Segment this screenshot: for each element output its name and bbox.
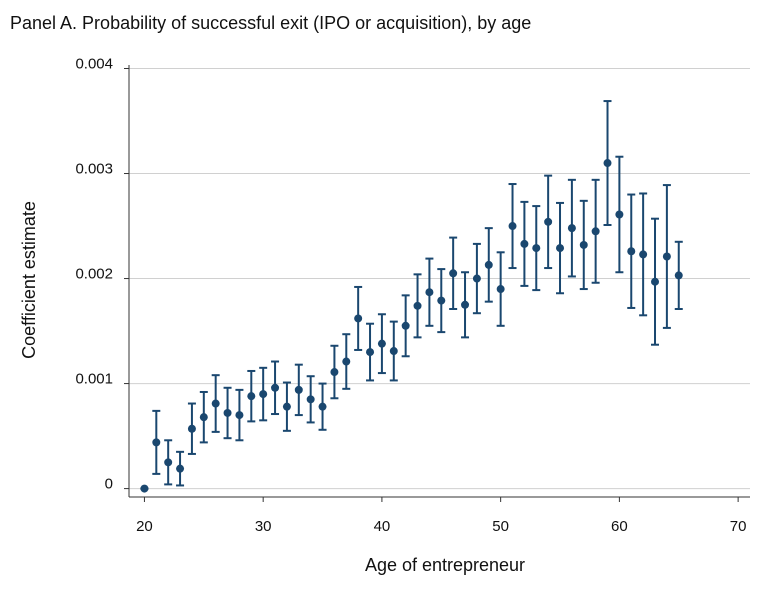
point [449,269,458,278]
point [496,285,505,294]
point [662,252,671,261]
point [377,339,386,348]
x-axis-label: Age of entrepreneur [365,555,525,575]
point [567,224,576,233]
point [140,484,149,493]
point [259,390,268,399]
point [413,301,422,310]
chart-title: Panel A. Probability of successful exit … [10,13,531,33]
y-tick-label: 0 [105,476,113,493]
point [318,402,327,411]
point [520,239,529,248]
x-tick-label: 70 [730,518,747,535]
point [282,402,291,411]
point [330,368,339,377]
point [508,222,517,231]
point [247,392,256,401]
point [389,347,398,356]
point [674,271,683,280]
point [639,250,648,259]
point [152,438,161,447]
point [401,321,410,330]
x-tick-label: 30 [255,518,272,535]
point [223,408,232,417]
x-tick-label: 40 [374,518,391,535]
point [461,300,470,309]
point [484,260,493,269]
y-tick-label: 0.002 [75,266,113,283]
point [306,395,315,404]
point [425,288,434,297]
x-tick-label: 60 [611,518,628,535]
point [271,383,280,392]
y-axis-label: Coefficient estimate [19,201,39,359]
y-tick-label: 0.003 [75,160,113,177]
point [199,413,208,422]
point [164,458,173,467]
y-tick-label: 0.001 [75,371,113,388]
point [603,159,612,168]
point [532,244,541,253]
point [591,227,600,236]
point [556,244,565,253]
point [187,424,196,433]
point [294,385,303,394]
point [437,296,446,305]
point [354,314,363,323]
point [235,411,244,420]
x-tick-label: 20 [136,518,153,535]
point [651,277,660,286]
point [579,240,588,249]
point [342,357,351,366]
point [615,210,624,219]
point [176,464,185,473]
point [627,247,636,256]
x-tick-label: 50 [492,518,509,535]
point [472,274,481,283]
y-tick-label: 0.004 [75,55,113,72]
point [211,399,220,408]
point [366,348,375,357]
point [544,217,553,226]
